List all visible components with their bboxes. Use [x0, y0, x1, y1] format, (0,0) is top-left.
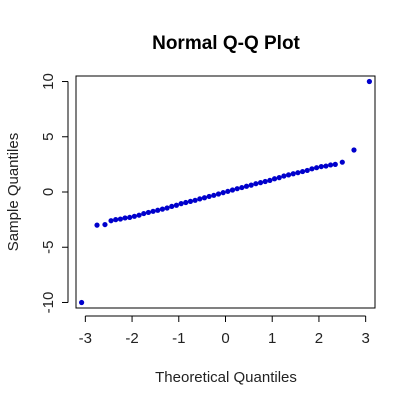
- data-point: [262, 178, 268, 185]
- x-axis: -3 -2 -1 0 1 2 3: [79, 315, 370, 347]
- data-point: [304, 167, 310, 174]
- data-point: [339, 159, 345, 165]
- data-point: [215, 191, 222, 197]
- data-point: [248, 182, 254, 188]
- data-point: [94, 222, 100, 228]
- data-point: [187, 198, 194, 204]
- data-point: [122, 215, 128, 221]
- data-point: [309, 166, 315, 172]
- data-point: [102, 221, 108, 228]
- data-point: [267, 177, 273, 183]
- plot-frame: [75, 75, 376, 309]
- x-axis-label: Theoretical Quantiles: [155, 369, 297, 386]
- data-point: [271, 176, 278, 182]
- data-point: [136, 212, 142, 218]
- data-point: [178, 201, 184, 207]
- data-point: [192, 197, 198, 203]
- data-point: [117, 216, 123, 222]
- y-axis: -10 -5 0 5 10: [40, 73, 69, 314]
- data-point: [183, 199, 189, 206]
- data-point: [225, 188, 231, 194]
- data-point: [243, 183, 250, 189]
- data-point: [145, 209, 152, 216]
- data-point: [351, 147, 357, 153]
- x-tick-label: 0: [221, 330, 229, 347]
- x-tick-label: 1: [268, 330, 276, 347]
- x-tick-label: -1: [172, 330, 185, 347]
- data-point: [285, 172, 292, 178]
- data-point: [206, 193, 212, 200]
- data-point: [239, 184, 245, 191]
- y-tick-label: -5: [40, 241, 57, 254]
- data-point: [211, 192, 217, 198]
- data-point: [201, 195, 208, 201]
- data-point: [108, 218, 114, 224]
- data-point: [234, 186, 240, 192]
- y-tick-label: 5: [40, 133, 57, 141]
- data-point: [113, 217, 119, 223]
- data-point: [290, 171, 296, 177]
- data-point: [79, 299, 85, 306]
- y-tick-label: 10: [40, 73, 57, 90]
- data-point: [299, 168, 306, 175]
- x-tick-label: -2: [125, 330, 138, 347]
- data-point: [127, 214, 133, 221]
- data-point: [169, 203, 175, 209]
- points-layer: [79, 78, 372, 306]
- data-point: [332, 161, 338, 167]
- data-point: [173, 202, 180, 208]
- data-point: [253, 181, 259, 187]
- data-point: [155, 207, 161, 213]
- data-point: [159, 206, 166, 212]
- data-point: [131, 213, 137, 219]
- data-point: [323, 163, 329, 169]
- y-tick-label: 0: [40, 188, 57, 196]
- data-point: [257, 180, 264, 186]
- data-point: [164, 205, 170, 211]
- y-tick-label: -10: [40, 292, 57, 314]
- data-point: [328, 162, 334, 168]
- data-point: [220, 190, 226, 196]
- x-tick-label: 2: [315, 330, 323, 347]
- data-point: [141, 210, 147, 217]
- y-axis-label: Sample Quantiles: [5, 133, 22, 251]
- data-point: [276, 175, 282, 181]
- data-point: [197, 196, 203, 202]
- chart-title: Normal Q-Q Plot: [152, 33, 300, 54]
- data-point: [314, 165, 320, 171]
- data-point: [366, 78, 372, 85]
- data-point: [281, 173, 287, 179]
- x-tick-label: 3: [361, 330, 369, 347]
- data-point: [150, 208, 156, 214]
- data-point: [229, 187, 236, 193]
- x-tick-label: -3: [79, 330, 92, 347]
- data-point: [295, 170, 301, 176]
- data-point: [318, 163, 324, 170]
